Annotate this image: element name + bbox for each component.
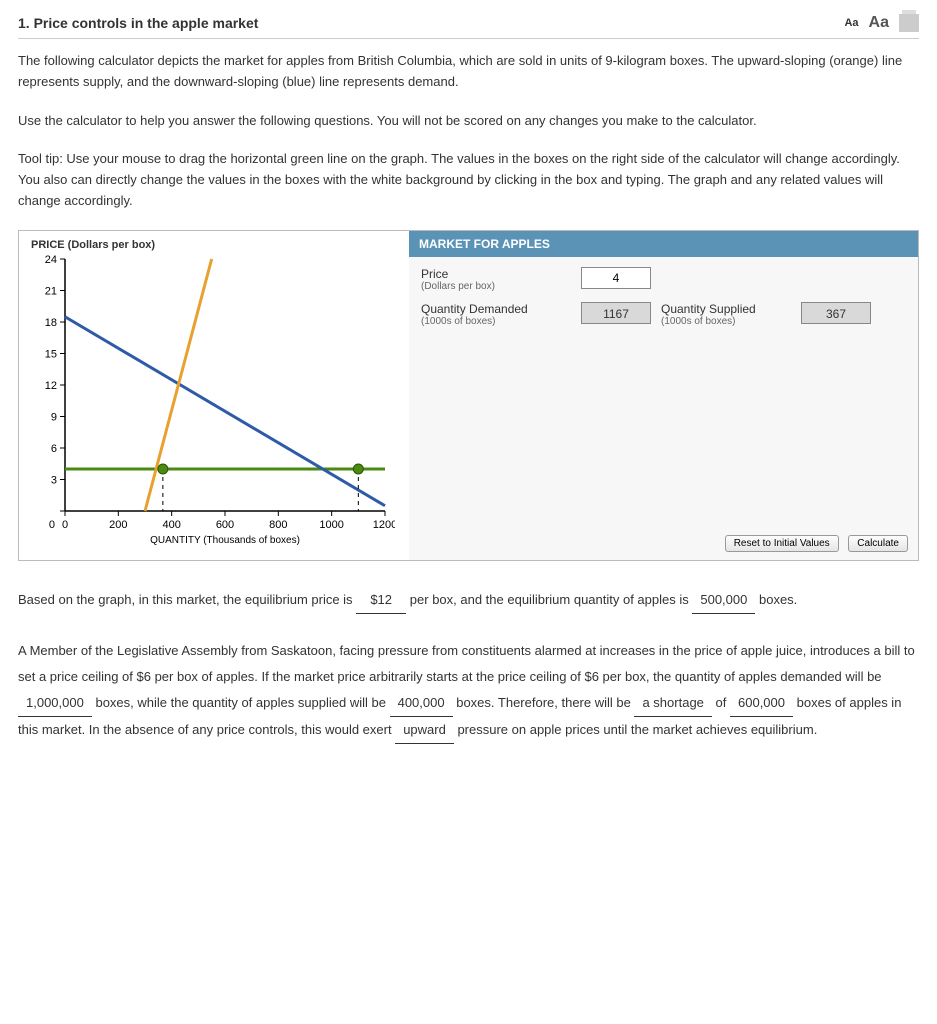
intro-paragraph-3: Tool tip: Use your mouse to drag the hor…	[18, 149, 919, 211]
qs-label-text: Quantity Supplied	[661, 302, 756, 316]
qd-label-sub: (1000s of boxes)	[421, 316, 571, 327]
qs-value: 367	[801, 302, 871, 324]
text: per box, and the equilibrium quantity of…	[410, 592, 693, 607]
reset-button[interactable]: Reset to Initial Values	[725, 535, 839, 552]
qd-label: Quantity Demanded (1000s of boxes)	[421, 302, 571, 327]
form-footer: Reset to Initial Values Calculate	[409, 526, 918, 560]
question-header: 1. Price controls in the apple market Aa…	[18, 14, 919, 39]
text: boxes, while the quantity of apples supp…	[95, 695, 389, 710]
svg-text:15: 15	[45, 348, 57, 360]
answer-paragraph-1: Based on the graph, in this market, the …	[18, 587, 919, 614]
qd-label-text: Quantity Demanded	[421, 302, 528, 316]
svg-text:1000: 1000	[319, 519, 343, 531]
svg-text:0: 0	[62, 519, 68, 531]
svg-text:QUANTITY (Thousands of boxes): QUANTITY (Thousands of boxes)	[150, 535, 300, 546]
answer-paragraph-2: A Member of the Legislative Assembly fro…	[18, 638, 919, 744]
qs-label: Quantity Supplied (1000s of boxes)	[661, 302, 791, 327]
blank-shortage[interactable]: a shortage	[634, 690, 711, 717]
svg-text:3: 3	[51, 474, 57, 486]
svg-text:1200: 1200	[373, 519, 395, 531]
y-axis-title: PRICE (Dollars per box)	[25, 235, 403, 251]
svg-text:24: 24	[45, 254, 57, 266]
price-label-sub: (Dollars per box)	[421, 281, 571, 292]
svg-text:200: 200	[109, 519, 127, 531]
intro-paragraph-2: Use the calculator to help you answer th…	[18, 111, 919, 132]
form-panel: MARKET FOR APPLES Price (Dollars per box…	[409, 231, 918, 560]
text: boxes.	[759, 592, 797, 607]
price-input[interactable]	[581, 267, 651, 289]
blank-direction[interactable]: upward	[395, 717, 454, 744]
svg-text:9: 9	[51, 411, 57, 423]
svg-text:600: 600	[216, 519, 234, 531]
text: pressure on apple prices until the marke…	[457, 722, 817, 737]
blank-qd[interactable]: 1,000,000	[18, 690, 92, 717]
blank-qs[interactable]: 400,000	[390, 690, 453, 717]
question-title: 1. Price controls in the apple market	[18, 15, 258, 31]
font-size-large[interactable]: Aa	[869, 14, 889, 32]
svg-text:12: 12	[45, 380, 57, 392]
text: boxes. Therefore, there will be	[456, 695, 634, 710]
form-header: MARKET FOR APPLES	[409, 231, 918, 257]
blank-eq-qty[interactable]: 500,000	[692, 587, 755, 614]
blank-eq-price[interactable]: $12	[356, 587, 406, 614]
qs-label-sub: (1000s of boxes)	[661, 316, 791, 327]
svg-text:18: 18	[45, 317, 57, 329]
svg-text:0: 0	[49, 519, 55, 531]
calculate-button[interactable]: Calculate	[848, 535, 908, 552]
svg-text:400: 400	[162, 519, 180, 531]
text: A Member of the Legislative Assembly fro…	[18, 643, 915, 684]
blank-gap[interactable]: 600,000	[730, 690, 793, 717]
price-label: Price (Dollars per box)	[421, 267, 571, 292]
chart-panel: PRICE (Dollars per box) 3 6 9 12 15 18 21 24 0 20…	[19, 231, 409, 560]
supply-demand-chart[interactable]: 3 6 9 12 15 18 21 24 0 200 400 600 800 1000 1200 0 QUANT…	[25, 251, 395, 551]
font-size-small[interactable]: Aa	[844, 17, 858, 29]
price-label-text: Price	[421, 267, 448, 281]
calculator-panel: PRICE (Dollars per box) 3 6 9 12 15 18 21 24 0 20…	[18, 230, 919, 561]
svg-text:21: 21	[45, 285, 57, 297]
svg-text:800: 800	[269, 519, 287, 531]
svg-text:6: 6	[51, 443, 57, 455]
intro-paragraph-1: The following calculator depicts the mar…	[18, 51, 919, 93]
text: Based on the graph, in this market, the …	[18, 592, 356, 607]
print-icon[interactable]	[899, 14, 919, 32]
text: of	[716, 695, 730, 710]
qd-value: 1167	[581, 302, 651, 324]
header-toolbar: Aa Aa	[844, 14, 919, 32]
